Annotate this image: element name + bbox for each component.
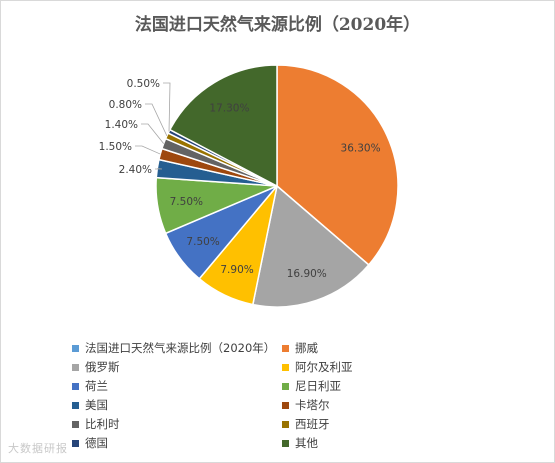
data-label-德国: 0.50% <box>127 78 160 90</box>
legend-label: 美国 <box>85 398 108 412</box>
legend-item-series: 法国进口天然气来源比例（2020年） <box>72 340 282 356</box>
legend-swatch <box>72 401 79 409</box>
legend-label: 尼日利亚 <box>295 379 341 393</box>
legend-item-比利时: 比利时 <box>72 416 282 432</box>
data-label-比利时: 1.40% <box>105 119 138 131</box>
data-label-卡塔尔: 1.50% <box>99 141 132 153</box>
legend-label: 卡塔尔 <box>295 398 330 412</box>
legend-swatch <box>72 439 79 447</box>
legend-swatch <box>72 382 79 390</box>
legend-swatch <box>72 420 79 428</box>
legend-item-阿尔及利亚: 阿尔及利亚 <box>282 359 472 375</box>
data-label-其他: 17.30% <box>209 102 249 114</box>
legend-label: 德国 <box>85 436 108 450</box>
legend-label: 阿尔及利亚 <box>295 360 353 374</box>
data-label-俄罗斯: 16.90% <box>287 268 327 280</box>
legend-label: 西班牙 <box>295 417 330 431</box>
data-label-阿尔及利亚: 7.90% <box>220 264 253 276</box>
legend-label: 挪威 <box>295 341 318 355</box>
legend-label: 比利时 <box>85 417 120 431</box>
pie-slice-其他 <box>168 64 278 188</box>
legend-label: 荷兰 <box>85 379 108 393</box>
legend-item-美国: 美国 <box>72 397 282 413</box>
legend-swatch <box>72 344 79 352</box>
legend-item-德国: 德国 <box>72 435 282 451</box>
legend-item-挪威: 挪威 <box>282 340 472 356</box>
legend-item-尼日利亚: 尼日利亚 <box>282 378 472 394</box>
pie-slice-挪威 <box>276 64 399 266</box>
legend-item-俄罗斯: 俄罗斯 <box>72 359 282 375</box>
watermark: 大数据研报 <box>8 442 68 455</box>
legend-swatch <box>282 401 289 409</box>
pie-chart: 36.30% 16.90% 7.90% 7.50% 7.50% 2.40% 1.50% 1.4… <box>99 64 399 308</box>
legend-item-其他: 其他 <box>282 435 472 451</box>
legend-swatch <box>72 363 79 371</box>
pie-slices <box>155 64 399 308</box>
legend-label: 其他 <box>295 436 318 450</box>
data-labels: 36.30% 16.90% 7.90% 7.50% 7.50% 2.40% 1.50% 1.4… <box>99 78 381 280</box>
legend: 法国进口天然气来源比例（2020年） 挪威俄罗斯 阿尔及利亚荷兰 尼日利亚美国 卡塔尔比… <box>72 340 492 451</box>
legend-item-西班牙: 西班牙 <box>282 416 472 432</box>
legend-swatch <box>282 344 289 352</box>
data-label-荷兰: 7.50% <box>186 236 219 248</box>
pie-slice-俄罗斯 <box>251 184 370 308</box>
legend-item-卡塔尔: 卡塔尔 <box>282 397 472 413</box>
legend-item-荷兰: 荷兰 <box>72 378 282 394</box>
leader-line-西班牙 <box>145 103 168 137</box>
legend-swatch <box>282 363 289 371</box>
leader-line-德国 <box>163 82 171 132</box>
data-label-挪威: 36.30% <box>341 143 381 155</box>
legend-swatch <box>282 439 289 447</box>
chart-title: 法国进口天然气来源比例（2020年） <box>134 15 421 35</box>
leader-lines <box>135 82 171 170</box>
legend-label: 俄罗斯 <box>85 360 120 374</box>
data-label-美国: 2.40% <box>119 164 152 176</box>
data-label-西班牙: 0.80% <box>109 99 142 111</box>
leader-line-比利时 <box>141 123 164 144</box>
legend-label: 法国进口天然气来源比例（2020年） <box>85 341 276 355</box>
legend-swatch <box>282 382 289 390</box>
leader-line-卡塔尔 <box>135 145 161 155</box>
legend-swatch <box>282 420 289 428</box>
data-label-尼日利亚: 7.50% <box>170 196 203 208</box>
